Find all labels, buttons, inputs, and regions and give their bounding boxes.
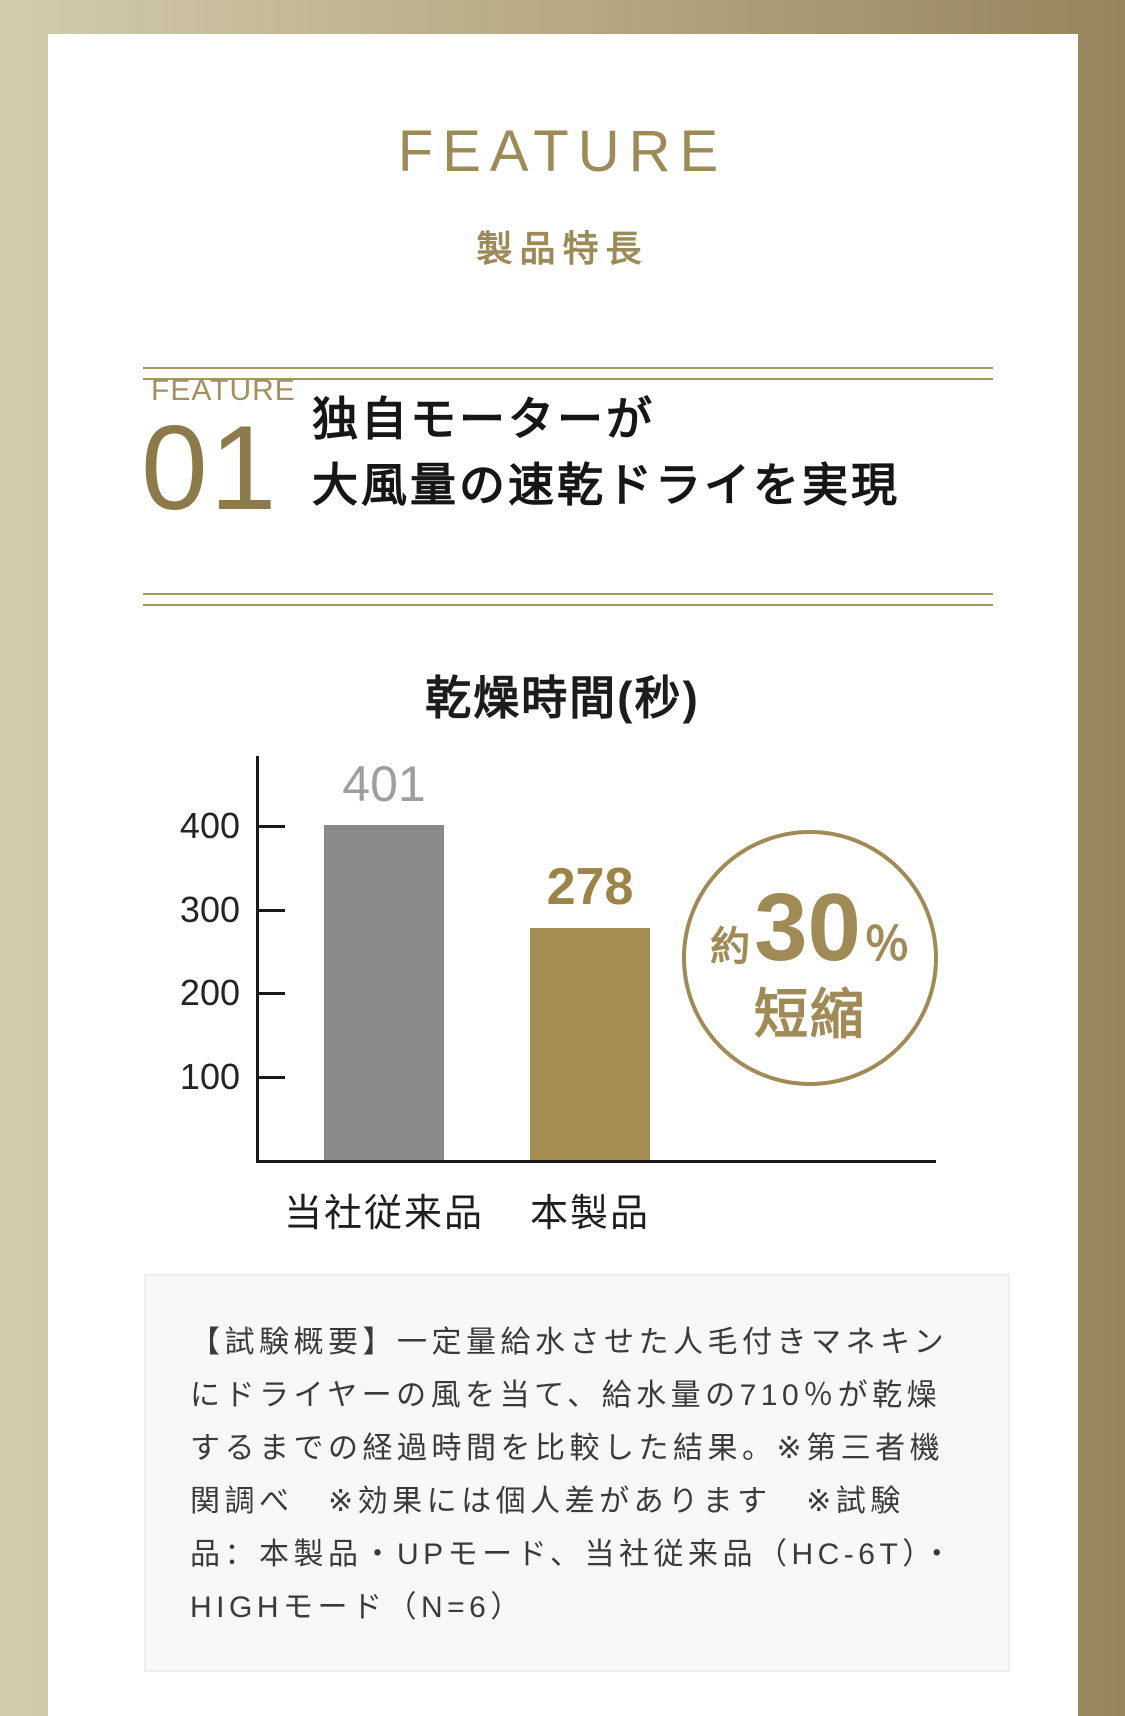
badge-value: 30 <box>754 874 861 981</box>
badge-top-line: 約 30 ％ <box>710 880 910 976</box>
feature-heading-line1: 独自モーターが <box>312 393 655 445</box>
feature-heading: 独自モーターが 大風量の速乾ドライを実現 <box>312 386 900 518</box>
section-title: FEATURE <box>397 119 728 184</box>
reduction-badge: 約 30 ％ 短縮 <box>682 830 938 1086</box>
test-note-box: 【試験概要】一定量給水させた人毛付きマネキンにドライヤーの風を当て、給水量の71… <box>144 1274 1010 1672</box>
divider-bottom <box>143 593 993 606</box>
feature-eyebrow: FEATURE <box>151 374 296 407</box>
badge-prefix: 約 <box>710 925 751 969</box>
badge-percent-sign: ％ <box>863 918 910 970</box>
section-subtitle: 製品特長 <box>476 228 649 269</box>
divider-top <box>143 367 993 380</box>
test-note-text: 【試験概要】一定量給水させた人毛付きマネキンにドライヤーの風を当て、給水量の71… <box>190 1326 957 1624</box>
badge-label: 短縮 <box>754 985 866 1045</box>
feature-heading-line2: 大風量の速乾ドライを実現 <box>312 459 900 511</box>
chart-title: 乾燥時間(秒) <box>425 672 700 724</box>
feature-number: 01 <box>141 401 279 535</box>
